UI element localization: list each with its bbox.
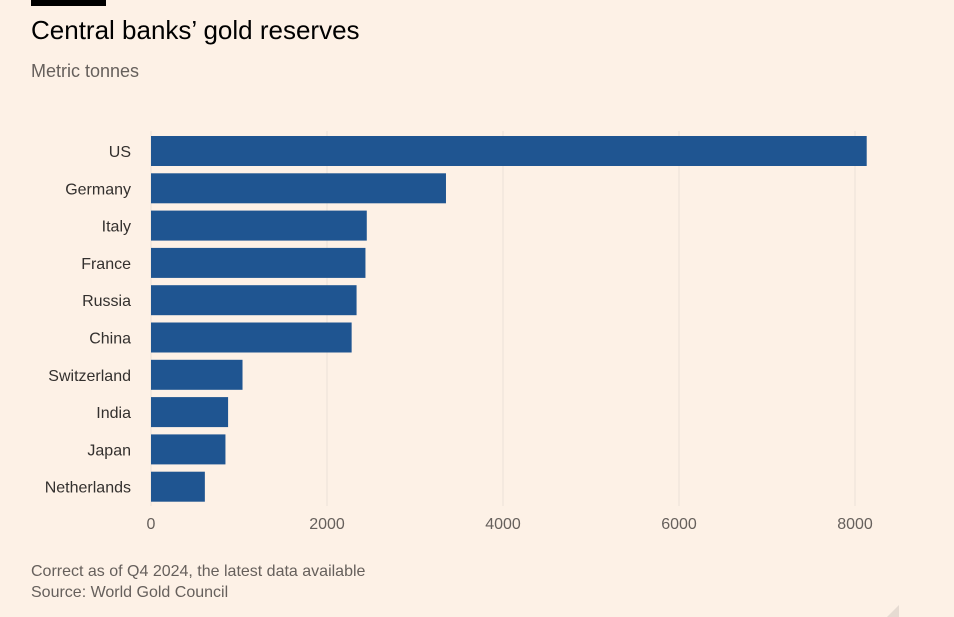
category-label: Germany xyxy=(65,181,131,198)
x-tick-label: 4000 xyxy=(485,516,521,533)
brand-bar xyxy=(31,0,106,6)
x-tick-label: 6000 xyxy=(661,516,697,533)
bar-netherlands xyxy=(151,471,205,502)
category-label: Russia xyxy=(82,293,131,310)
x-tick-label: 0 xyxy=(147,516,156,533)
category-label: Switzerland xyxy=(48,368,131,385)
x-tick-label: 2000 xyxy=(309,516,345,533)
bar-russia xyxy=(151,285,357,316)
category-labels: US Germany Italy France Russia China Switzerla… xyxy=(45,144,131,497)
bar-germany xyxy=(151,173,446,204)
source-note: Source: World Gold Council xyxy=(31,584,229,601)
category-label: Japan xyxy=(87,442,131,459)
x-axis-ticks: 0 2000 4000 6000 8000 xyxy=(147,516,873,533)
category-label: Italy xyxy=(102,219,131,236)
category-label: India xyxy=(96,405,131,422)
bars xyxy=(151,136,867,502)
footnote: Correct as of Q4 2024, the latest data a… xyxy=(31,561,365,603)
bar-us xyxy=(151,136,867,166)
x-tick-label: 8000 xyxy=(837,516,873,533)
bar-france xyxy=(151,247,366,278)
bar-india xyxy=(151,397,229,428)
corner-decoration xyxy=(887,605,899,617)
bar-italy xyxy=(151,210,367,241)
bar-switzerland xyxy=(151,359,243,390)
data-note: Correct as of Q4 2024, the latest data a… xyxy=(31,563,366,580)
chart-subtitle: Metric tonnes xyxy=(31,61,140,81)
category-label: US xyxy=(109,144,131,161)
category-label: Netherlands xyxy=(45,480,131,497)
bar-japan xyxy=(151,434,226,465)
chart-title: Central banks’ gold reserves xyxy=(31,15,360,45)
bar-china xyxy=(151,322,352,353)
category-label: France xyxy=(81,256,131,273)
category-label: China xyxy=(89,331,131,348)
